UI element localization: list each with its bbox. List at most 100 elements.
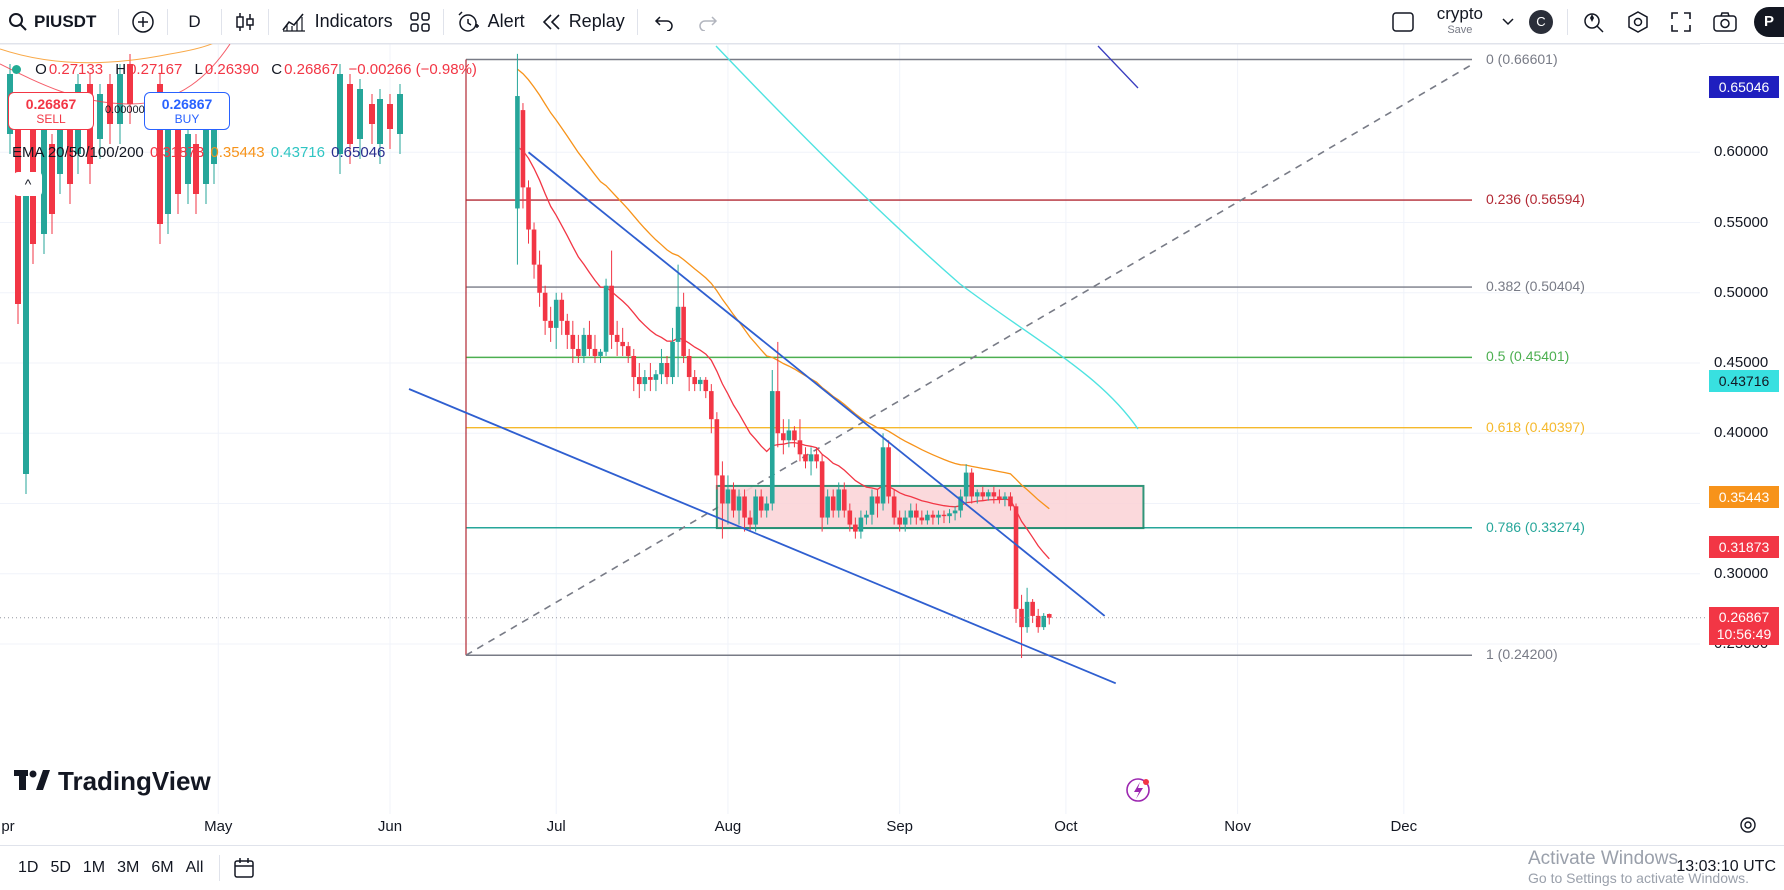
interval-label: D: [188, 11, 201, 31]
candle-body: [587, 334, 592, 349]
candle-body: [969, 472, 974, 497]
trend-channel[interactable]: [408, 151, 1117, 685]
candle-body: [808, 454, 814, 462]
consolidation-zone[interactable]: [715, 484, 1145, 530]
buy-button[interactable]: 0.26867 BUY: [144, 92, 230, 130]
utc-clock[interactable]: 13:03:10 UTC: [1676, 858, 1776, 875]
candle-body: [648, 377, 653, 380]
candle-body: [792, 430, 797, 441]
compare-symbol-button[interactable]: [123, 0, 163, 44]
tradingview-logo[interactable]: TradingView: [14, 766, 211, 797]
history-candle: [23, 184, 29, 474]
sell-price: 0.26867: [25, 96, 77, 112]
quick-search-button[interactable]: [1572, 0, 1616, 44]
time-axis-label: May: [204, 818, 233, 835]
tv-logo-text: TradingView: [58, 766, 211, 796]
candle-body: [720, 475, 725, 504]
range-button-3m[interactable]: 3M: [117, 858, 140, 876]
fib-level-label: 0 (0.66601): [1486, 50, 1558, 67]
divider: [219, 854, 221, 881]
candle-body: [847, 510, 853, 525]
select-layout-button[interactable]: [1383, 0, 1423, 44]
camera-icon: [1712, 11, 1738, 33]
axis-settings-button[interactable]: [1738, 815, 1758, 840]
indicators-button[interactable]: Indicators: [273, 0, 401, 44]
candle-body: [664, 363, 670, 378]
undo-button[interactable]: [642, 0, 686, 44]
history-candle: [157, 84, 163, 224]
candle-body: [941, 514, 947, 517]
layout-save-button[interactable]: crypto Save: [1423, 0, 1497, 44]
range-button-all[interactable]: All: [185, 858, 204, 876]
ema100-value: 0.43716: [270, 144, 325, 161]
candle-body: [1041, 615, 1047, 628]
alert-button[interactable]: Alert: [448, 0, 533, 44]
go-to-date-button[interactable]: [224, 846, 264, 890]
collapse-legend-button[interactable]: ^: [14, 172, 42, 196]
sell-button[interactable]: 0.26867 SELL: [8, 92, 94, 130]
candle-body: [781, 433, 786, 441]
grid: [0, 44, 1700, 814]
snapshot-button[interactable]: [1702, 0, 1748, 44]
chart-canvas[interactable]: [0, 44, 1784, 844]
change-value: −0.00266 (−0.98%): [348, 61, 477, 78]
ema200-price-badge: 0.65046: [1709, 75, 1779, 98]
candle-body: [1019, 608, 1024, 628]
chevron-down-icon: [1501, 17, 1515, 27]
candle-body: [797, 440, 803, 455]
history-candle: [97, 94, 103, 139]
search-icon: [8, 12, 28, 32]
buy-label: BUY: [174, 112, 200, 126]
range-button-6m[interactable]: 6M: [151, 858, 174, 876]
range-button-1m[interactable]: 1M: [82, 858, 106, 876]
candle-body: [952, 510, 958, 514]
redo-button[interactable]: [686, 0, 730, 44]
range-button-1d[interactable]: 1D: [18, 858, 39, 876]
candle-body: [880, 447, 886, 504]
range-button-5d[interactable]: 5D: [50, 858, 71, 876]
interval-button[interactable]: D: [172, 0, 216, 44]
price-tick-label: 0.55000: [1714, 213, 1769, 231]
history-candle: [357, 89, 363, 139]
ema50-line: [516, 68, 1050, 510]
history-candle: [397, 94, 403, 134]
history-ema50: [0, 44, 213, 64]
price-tick-label: 0.30000: [1714, 564, 1769, 582]
divider: [220, 8, 222, 35]
candle-body: [609, 285, 614, 335]
replay-button[interactable]: Replay: [533, 0, 633, 44]
candle-body: [958, 496, 963, 511]
profile-button[interactable]: P: [1748, 0, 1784, 44]
ema20-price-badge: 0.31873: [1709, 536, 1779, 559]
candle-body: [675, 306, 681, 342]
candle-body: [819, 461, 825, 518]
symbol-search-button[interactable]: PIUSDT: [0, 0, 104, 44]
settings-button[interactable]: [1616, 0, 1660, 44]
candle-body: [681, 306, 686, 356]
ema100-line: [715, 45, 1139, 430]
time-axis-label: Oct: [1054, 818, 1078, 835]
candle-body: [1008, 496, 1013, 507]
candle-body: [875, 496, 880, 504]
square-icon: [1391, 11, 1415, 33]
fullscreen-button[interactable]: [1660, 0, 1702, 44]
history-candle: [203, 124, 209, 184]
candle-body: [830, 496, 836, 511]
ohlc-legend: O 0.27133 H 0.27167 L 0.26390 C 0.26867 −0.0…: [12, 61, 479, 78]
ema200-line: [1097, 45, 1139, 89]
candle-body: [753, 496, 758, 525]
alarm-clock-icon: [456, 10, 480, 34]
history-candle: [127, 64, 133, 104]
history-candles: [0, 44, 403, 494]
time-axis-label: Jul: [546, 818, 566, 835]
fib-retracement[interactable]: [465, 58, 1473, 656]
chart-type-button[interactable]: [226, 0, 264, 44]
layout-name: crypto: [1436, 3, 1483, 23]
chart-pane[interactable]: O 0.27133 H 0.27167 L 0.26390 C 0.26867 −0.0…: [0, 44, 1784, 844]
indicator-templates-button[interactable]: [401, 0, 439, 44]
ema-legend[interactable]: EMA 20/50/100/200 0.31873 0.35443 0.4371…: [12, 144, 387, 161]
indicators-icon: [281, 11, 307, 33]
user-avatar-button[interactable]: C: [1519, 0, 1563, 44]
gear-icon: [1626, 10, 1650, 34]
layout-menu-button[interactable]: [1497, 0, 1519, 44]
